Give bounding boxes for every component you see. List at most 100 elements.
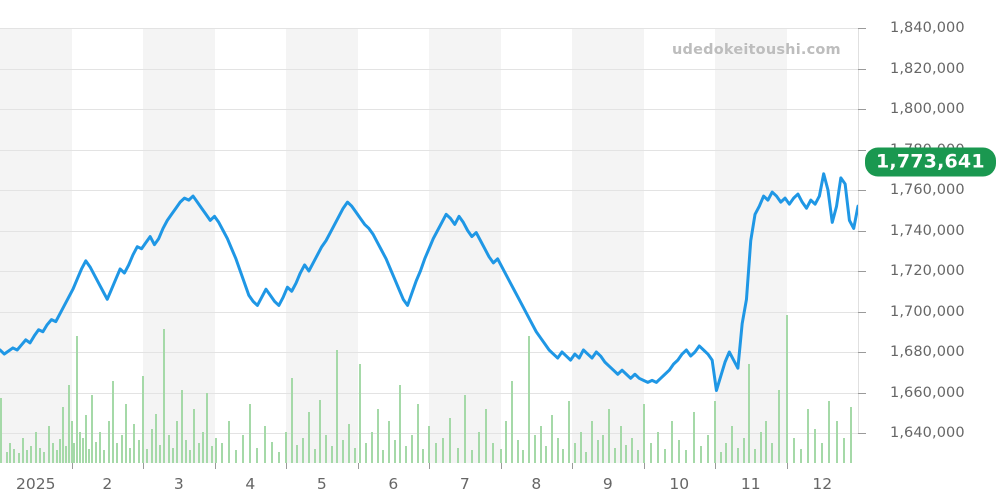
volume-bar: [214, 437, 217, 463]
volume-bar: [405, 446, 408, 463]
volume-bar: [663, 448, 666, 463]
volume-bar: [81, 437, 84, 463]
volume-bar: [759, 432, 762, 463]
volume-bar: [189, 450, 192, 463]
price-line: [0, 172, 858, 392]
volume-bar: [206, 392, 209, 463]
volume-bar: [765, 420, 768, 463]
volume-bar: [111, 381, 114, 463]
price-line-path: [0, 172, 858, 392]
volume-bar: [90, 395, 93, 463]
y-axis-label: 1,640,000: [890, 425, 965, 441]
volume-bar: [51, 443, 54, 463]
volume-bar: [821, 443, 824, 463]
volume-bar: [376, 409, 379, 463]
x-axis-label: 10: [669, 475, 690, 493]
volume-bar: [719, 451, 722, 463]
volume-bar: [416, 403, 419, 463]
volume-bar: [79, 432, 82, 463]
volume-bar: [64, 446, 67, 463]
volume-bar: [193, 409, 196, 463]
y-axis-tick: [858, 28, 866, 29]
volume-bar: [30, 446, 33, 463]
gridline: [0, 393, 858, 394]
volume-bar: [522, 450, 525, 463]
x-axis-label: 4: [245, 475, 256, 493]
y-axis-tick: [858, 69, 866, 70]
volume-bar: [116, 443, 119, 463]
y-axis-label: 1,700,000: [890, 303, 965, 320]
volume-bar: [76, 336, 79, 463]
volume-bar: [197, 443, 200, 463]
volume-bar: [435, 443, 438, 463]
volume-bar: [585, 451, 588, 463]
volume-bar: [792, 437, 795, 463]
volume-bar: [73, 443, 76, 463]
x-axis-tick: [358, 463, 359, 469]
y-axis-tick: [858, 352, 866, 353]
volume-bar: [347, 423, 350, 463]
volume-bar: [602, 434, 605, 463]
gridline: [0, 150, 858, 151]
volume-bar: [771, 443, 774, 463]
y-axis-tick: [858, 271, 866, 272]
volume-bar: [619, 426, 622, 463]
x-axis-tick: [501, 463, 502, 469]
volume-bar: [556, 437, 559, 463]
volume-bar: [568, 400, 571, 463]
volume-bar: [39, 447, 42, 463]
volume-bar: [573, 443, 576, 463]
volume-bar: [124, 403, 127, 463]
volume-bar: [835, 420, 838, 463]
volume-bar: [562, 448, 565, 463]
volume-bar: [142, 375, 144, 463]
volume-bar: [6, 451, 9, 463]
x-axis-tick: [143, 463, 144, 469]
volume-bar: [13, 448, 16, 463]
volume-bar: [353, 447, 356, 463]
volume-bar: [731, 426, 734, 463]
volume-bar: [685, 450, 688, 463]
x-axis-label: 3: [173, 475, 184, 493]
volume-bar: [692, 412, 695, 463]
volume-bar: [249, 403, 252, 463]
volume-bar: [202, 432, 205, 463]
volume-bar: [806, 409, 809, 463]
volume-bar: [234, 450, 237, 463]
volume-bar: [180, 389, 183, 463]
volume-bar: [290, 378, 293, 463]
volume-bar: [270, 441, 273, 463]
volume-bar: [176, 420, 179, 463]
y-axis-label: 1,680,000: [890, 344, 965, 360]
volume-bar: [336, 350, 339, 463]
x-axis-tick: [715, 463, 716, 469]
volume-bar: [596, 440, 599, 463]
volume-bar: [456, 447, 459, 463]
gridline: [0, 352, 858, 353]
volume-bar: [227, 420, 230, 463]
volume-bar: [61, 406, 64, 463]
plot-area[interactable]: [0, 0, 858, 463]
volume-bar: [828, 400, 831, 463]
y-axis-label: 1,720,000: [890, 263, 965, 279]
volume-bar: [17, 453, 20, 463]
volume-bar: [387, 420, 390, 463]
gridline: [0, 190, 858, 191]
gridline: [0, 312, 858, 313]
y-axis-label: 1,840,000: [890, 20, 965, 36]
volume-bar: [59, 439, 62, 463]
volume-bar: [163, 329, 166, 463]
volume-bar: [422, 448, 425, 463]
volume-bar: [393, 440, 396, 463]
x-axis-tick: [286, 463, 287, 469]
y-axis-tick: [858, 393, 866, 394]
volume-bar: [370, 432, 373, 463]
y-axis-tick: [858, 150, 866, 151]
x-axis-label: 11: [740, 475, 761, 493]
volume-bar: [43, 451, 46, 463]
volume-bar: [714, 400, 716, 463]
volume-bar: [625, 444, 628, 463]
volume-bar: [613, 447, 616, 463]
gridline: [0, 28, 858, 29]
volume-bars: [0, 315, 852, 463]
